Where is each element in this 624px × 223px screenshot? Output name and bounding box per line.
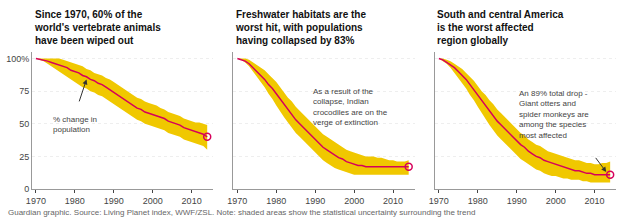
svg-text:South and central Americais th: South and central Americais the worst af…: [437, 9, 564, 46]
svg-text:An 89% total drop -Giant otter: An 89% total drop -Giant otters andspide…: [519, 89, 589, 140]
svg-text:% change inpopulation: % change inpopulation: [53, 115, 97, 134]
svg-text:50: 50: [19, 119, 29, 129]
svg-text:Freshwater habitats are thewor: Freshwater habitats are theworst hit, wi…: [235, 9, 366, 46]
svg-text:25: 25: [19, 152, 29, 162]
svg-text:Since 1970, 60% of theworld's: Since 1970, 60% of theworld's vertebrate…: [34, 9, 161, 46]
svg-text:1990: 1990: [507, 196, 527, 206]
svg-text:1980: 1980: [65, 196, 85, 206]
svg-text:1980: 1980: [266, 196, 286, 206]
svg-text:2010: 2010: [585, 196, 605, 206]
svg-text:75: 75: [19, 86, 29, 96]
svg-text:1990: 1990: [305, 196, 325, 206]
svg-text:0: 0: [24, 184, 29, 194]
svg-text:1970: 1970: [227, 196, 247, 206]
svg-text:2010: 2010: [182, 196, 202, 206]
svg-text:1980: 1980: [468, 196, 488, 206]
svg-text:2000: 2000: [546, 196, 566, 206]
svg-text:1970: 1970: [26, 196, 46, 206]
svg-text:As a result of thecollapse, In: As a result of thecollapse, Indiancrocod…: [313, 87, 388, 127]
svg-text:Guardian graphic. Source: Livi: Guardian graphic. Source: Living Planet …: [8, 208, 475, 217]
svg-text:1990: 1990: [104, 196, 124, 206]
svg-text:2010: 2010: [383, 196, 403, 206]
svg-text:1970: 1970: [429, 196, 449, 206]
svg-text:2000: 2000: [143, 196, 163, 206]
svg-text:100%: 100%: [6, 54, 29, 64]
svg-text:2000: 2000: [344, 196, 364, 206]
